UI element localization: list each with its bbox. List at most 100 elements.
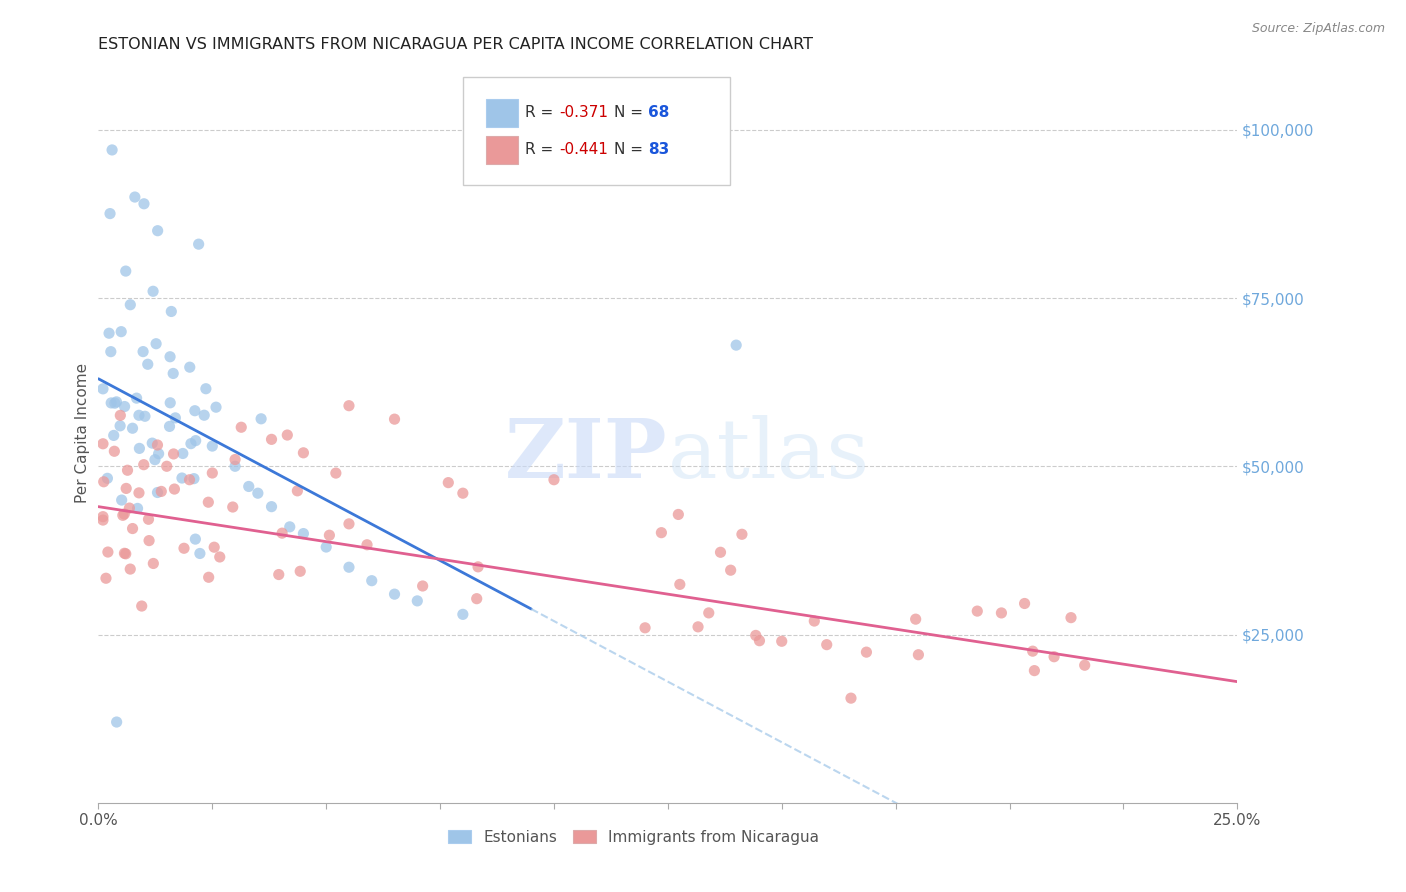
Point xyxy=(91,437,114,451)
Point xyxy=(138,533,160,548)
Point xyxy=(745,628,768,642)
FancyBboxPatch shape xyxy=(485,99,517,127)
Point xyxy=(384,412,406,426)
Point xyxy=(159,396,181,410)
Point xyxy=(172,446,194,460)
Point xyxy=(1060,610,1083,624)
Point xyxy=(966,604,988,618)
Point xyxy=(163,482,186,496)
Point xyxy=(250,412,273,426)
Point xyxy=(276,428,298,442)
Point xyxy=(114,547,136,561)
Point xyxy=(686,620,709,634)
Point xyxy=(93,475,115,489)
Text: R =: R = xyxy=(526,143,558,157)
Point xyxy=(136,357,159,371)
Point xyxy=(803,614,825,628)
Point xyxy=(315,540,337,554)
Point xyxy=(112,507,135,521)
Point xyxy=(325,466,347,480)
Point xyxy=(465,591,488,606)
Point xyxy=(406,594,429,608)
Point xyxy=(318,528,340,542)
Point xyxy=(146,485,169,500)
Point xyxy=(128,442,150,456)
Point xyxy=(260,433,283,447)
Point xyxy=(1014,597,1036,611)
Point xyxy=(725,338,748,352)
Point xyxy=(173,541,195,556)
Point xyxy=(202,540,225,554)
Point xyxy=(128,409,150,423)
Point xyxy=(96,471,118,485)
Point xyxy=(278,520,301,534)
Point xyxy=(412,579,434,593)
Point xyxy=(160,304,183,318)
Point xyxy=(290,564,312,578)
Point xyxy=(132,458,155,472)
Point xyxy=(1073,658,1095,673)
Point xyxy=(194,382,217,396)
Point xyxy=(111,508,134,523)
Point xyxy=(159,350,181,364)
Point xyxy=(467,559,489,574)
Point xyxy=(132,344,155,359)
Point xyxy=(145,336,167,351)
Point xyxy=(120,562,142,576)
Point xyxy=(179,473,201,487)
Point xyxy=(451,486,474,500)
Point xyxy=(110,409,132,423)
Point xyxy=(260,500,283,514)
Point xyxy=(103,444,125,458)
Point xyxy=(118,501,141,516)
Point xyxy=(287,483,309,498)
Point xyxy=(224,452,246,467)
Point xyxy=(384,587,406,601)
Point xyxy=(292,446,315,460)
Point xyxy=(201,466,224,480)
Point xyxy=(180,436,202,450)
Text: ZIP: ZIP xyxy=(505,415,668,495)
Point xyxy=(132,196,155,211)
Point xyxy=(117,463,139,477)
Point xyxy=(669,577,692,591)
Point xyxy=(208,549,231,564)
Point xyxy=(337,399,360,413)
Legend: Estonians, Immigrants from Nicaragua: Estonians, Immigrants from Nicaragua xyxy=(443,823,825,851)
Text: N =: N = xyxy=(614,105,648,120)
Point xyxy=(904,612,927,626)
Point xyxy=(103,428,125,442)
Point xyxy=(990,606,1012,620)
Point xyxy=(134,409,156,424)
Point xyxy=(148,447,170,461)
Point xyxy=(184,434,207,448)
Point xyxy=(337,516,360,531)
FancyBboxPatch shape xyxy=(463,78,731,185)
Text: -0.441: -0.441 xyxy=(560,143,609,157)
Point xyxy=(1021,644,1043,658)
Point xyxy=(360,574,382,588)
Point xyxy=(104,396,127,410)
Point xyxy=(94,571,117,585)
Point xyxy=(201,439,224,453)
Point xyxy=(184,532,207,546)
FancyBboxPatch shape xyxy=(485,136,517,164)
Point xyxy=(138,512,160,526)
Point xyxy=(183,472,205,486)
Point xyxy=(98,326,121,341)
Text: atlas: atlas xyxy=(668,415,870,495)
Point xyxy=(770,634,793,648)
Point xyxy=(108,418,131,433)
Y-axis label: Per Capita Income: Per Capita Income xyxy=(75,362,90,503)
Point xyxy=(91,509,114,524)
Point xyxy=(91,382,114,396)
Text: Source: ZipAtlas.com: Source: ZipAtlas.com xyxy=(1251,22,1385,36)
Point xyxy=(246,486,269,500)
Point xyxy=(650,525,672,540)
Point xyxy=(197,495,219,509)
Point xyxy=(91,513,114,527)
Point xyxy=(697,606,720,620)
Point xyxy=(907,648,929,662)
Point xyxy=(159,419,181,434)
Point xyxy=(100,344,122,359)
